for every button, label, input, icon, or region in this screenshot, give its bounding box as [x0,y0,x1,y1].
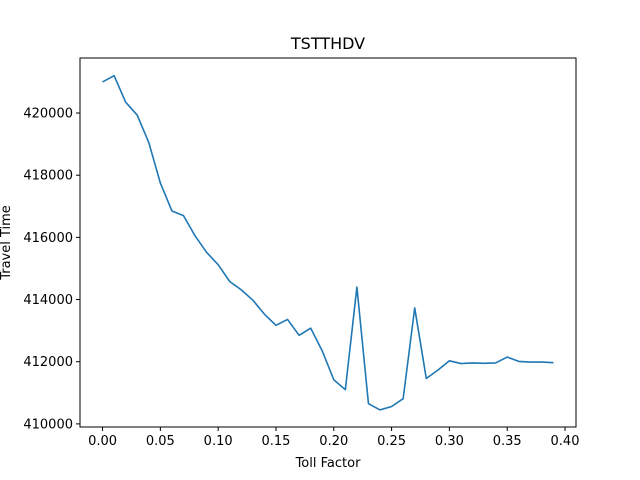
y-axis-label: Travel Time [0,205,14,281]
y-tick-label: 412000 [23,355,73,370]
x-tick-label: 0.15 [261,434,290,449]
x-tick-label: 0.35 [493,434,522,449]
x-tick-label: 0.10 [204,434,233,449]
x-tick-label: 0.30 [435,434,464,449]
chart-title: TSTTHDV [290,34,365,53]
y-tick-label: 418000 [23,169,73,184]
y-tick-label: 420000 [23,107,73,122]
x-tick-label: 0.25 [377,434,406,449]
y-tick-label: 414000 [23,293,73,308]
x-tick-label: 0.00 [88,434,117,449]
x-tick-label: 0.20 [319,434,348,449]
y-tick-label: 410000 [23,417,73,432]
y-axis: 410000 412000 414000 416000 418000 420000 [23,107,80,432]
series-layer [102,74,554,411]
plot-frame [79,57,577,428]
x-tick-label: 0.05 [146,434,175,449]
series-line-0 [102,74,554,411]
x-axis-label: Toll Factor [295,456,361,471]
x-axis: 0.00 0.05 0.10 0.15 0.20 0.25 0.30 0.35 0.40 [88,427,579,449]
y-tick-label: 416000 [23,231,73,246]
x-tick-label: 0.40 [551,434,580,449]
